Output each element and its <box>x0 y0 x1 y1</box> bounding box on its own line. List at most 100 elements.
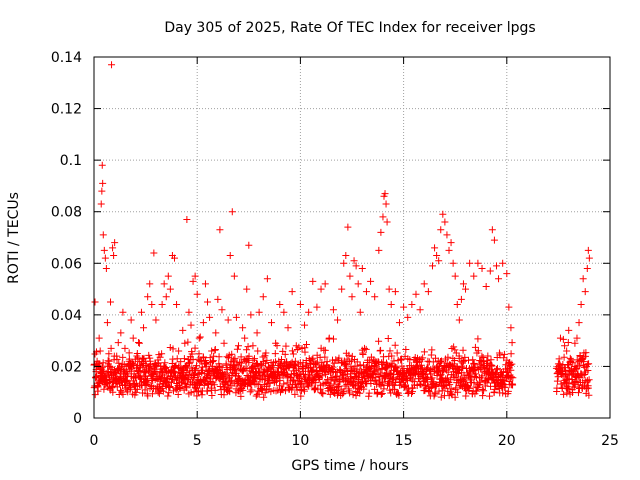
data-point <box>495 275 503 283</box>
data-point <box>435 257 443 265</box>
data-point <box>325 334 333 342</box>
data-point <box>228 208 236 216</box>
data-point <box>95 334 103 342</box>
axis-ticks <box>93 56 611 419</box>
data-point <box>181 339 189 347</box>
data-point <box>387 301 395 309</box>
data-point <box>382 200 390 208</box>
data-point <box>146 280 154 288</box>
data-point <box>344 223 352 231</box>
data-point <box>220 339 228 347</box>
data-point <box>453 301 461 309</box>
data-point <box>400 303 408 311</box>
data-points <box>91 61 593 391</box>
data-point <box>96 347 104 355</box>
data-point <box>93 357 101 365</box>
data-point <box>156 368 164 376</box>
data-point <box>210 368 218 376</box>
data-point <box>135 339 143 347</box>
data-point <box>559 368 567 376</box>
x-tick-label: 5 <box>193 433 202 449</box>
data-point <box>137 308 145 316</box>
noise-band-markers <box>90 333 593 401</box>
y-tick-label: 0.02 <box>51 359 82 375</box>
data-point <box>104 360 112 368</box>
data-point <box>482 282 490 290</box>
data-point <box>561 342 569 350</box>
data-point <box>441 218 449 226</box>
data-point <box>292 342 300 350</box>
data-point <box>416 306 424 314</box>
data-point <box>340 259 348 267</box>
data-point <box>348 293 356 301</box>
data-point <box>280 308 288 316</box>
x-tick-label: 0 <box>90 433 99 449</box>
data-point <box>507 324 515 332</box>
data-point <box>490 236 498 244</box>
y-tick-label: 0.08 <box>51 205 82 221</box>
data-point <box>263 275 271 283</box>
data-point <box>175 347 183 355</box>
data-point <box>462 285 470 293</box>
data-point <box>571 339 579 347</box>
data-point <box>127 316 135 324</box>
data-point <box>424 288 432 296</box>
data-point <box>455 316 463 324</box>
data-point <box>404 313 412 321</box>
data-point <box>119 308 127 316</box>
data-point <box>565 326 573 334</box>
data-point <box>98 161 106 169</box>
data-point <box>391 288 399 296</box>
data-point <box>222 360 230 368</box>
data-point <box>577 301 585 309</box>
data-point <box>583 264 591 272</box>
data-point <box>579 275 587 283</box>
data-point <box>338 285 346 293</box>
data-point <box>362 288 370 296</box>
data-point <box>408 301 416 309</box>
data-point <box>102 264 110 272</box>
data-point <box>439 210 447 218</box>
data-point <box>121 344 129 352</box>
data-point <box>230 272 238 280</box>
data-point <box>342 252 350 260</box>
data-point <box>321 280 329 288</box>
y-tick-label: 0.06 <box>51 256 82 272</box>
data-point <box>179 326 187 334</box>
data-point <box>505 303 513 311</box>
x-tick-label: 20 <box>498 433 516 449</box>
data-point <box>166 285 174 293</box>
data-point <box>232 313 240 321</box>
data-point <box>162 293 170 301</box>
data-point <box>99 179 107 187</box>
data-point <box>101 254 109 262</box>
data-point <box>581 288 589 296</box>
data-point <box>201 280 209 288</box>
data-point <box>563 347 571 355</box>
data-point <box>276 301 284 309</box>
data-point <box>567 357 575 365</box>
data-point <box>503 270 511 278</box>
data-point <box>204 298 212 306</box>
data-point <box>443 231 451 239</box>
data-point <box>499 259 507 267</box>
data-point <box>305 308 313 316</box>
data-point <box>488 226 496 234</box>
data-point <box>241 334 249 342</box>
data-point <box>459 280 467 288</box>
data-point <box>144 293 152 301</box>
data-point <box>259 293 267 301</box>
data-point <box>224 316 232 324</box>
data-point <box>556 334 564 342</box>
data-point <box>243 285 251 293</box>
data-point <box>377 228 385 236</box>
data-point <box>140 324 148 332</box>
data-point <box>226 252 234 260</box>
y-tick-label: 0.1 <box>60 153 82 169</box>
data-point <box>234 342 242 350</box>
data-point <box>173 301 181 309</box>
data-point <box>584 246 592 254</box>
data-point <box>109 244 117 252</box>
data-point <box>199 319 207 327</box>
